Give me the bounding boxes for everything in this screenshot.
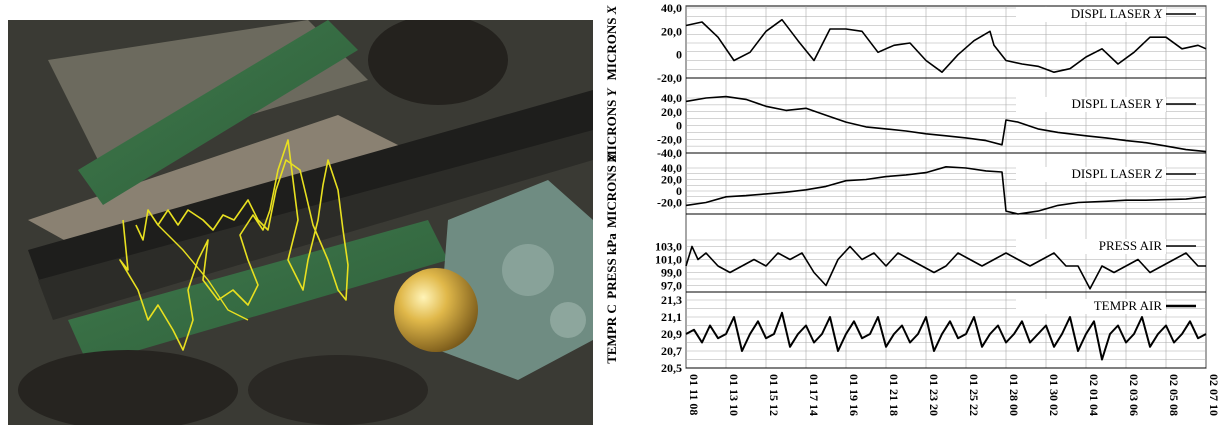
y-axis-label: MICRONS Y xyxy=(604,87,619,162)
dome-icon xyxy=(394,268,478,352)
series-line xyxy=(685,95,1207,153)
y-tick-label: 20,9 xyxy=(661,327,682,341)
y-tick-label: 20,5 xyxy=(661,361,682,375)
x-tick-label: 01 19 16 xyxy=(847,374,861,416)
green-roof-upper xyxy=(78,20,358,205)
y-tick-label: 20,0 xyxy=(661,24,682,38)
y-axis-label: MICRONS X xyxy=(604,5,619,80)
x-tick-label: 01 25 22 xyxy=(967,374,981,416)
x-tick-label: 02 07 10 xyxy=(1207,374,1220,416)
series-line xyxy=(685,311,1207,361)
legend-bg xyxy=(1016,7,1166,22)
legend-label: DISPL LASER X xyxy=(1071,6,1163,21)
y-tick-label: 20,0 xyxy=(661,173,682,187)
x-tick-label: 01 15 12 xyxy=(767,374,781,416)
panel-0: 40,0 20,0 0 -20,0 MICRONS X DISPL LASER X xyxy=(604,1,1207,85)
y-tick-label: -20,0 xyxy=(657,71,682,85)
legend-label: DISPL LASER Z xyxy=(1071,166,1162,181)
y-tick-label: 99,0 xyxy=(661,266,682,280)
series-line xyxy=(685,245,1206,290)
y-tick-label: 0 xyxy=(676,48,682,62)
y-tick-label: 40,0 xyxy=(661,161,682,175)
y-tick-label: 21,1 xyxy=(661,310,682,324)
y-tick-label: 20,0 xyxy=(661,105,682,119)
legend-label: PRESS AIR xyxy=(1099,238,1163,253)
x-tick-label: 01 28 00 xyxy=(1007,374,1021,416)
panel-1: 40,020,00-20,0-40,0 MICRONS Y DISPL LASER … xyxy=(604,87,1207,163)
aerial-photo xyxy=(8,20,593,425)
series-line xyxy=(685,166,1207,215)
y-axis-label: MICRONS Z xyxy=(604,154,619,228)
x-tick-label: 02 03 06 xyxy=(1127,374,1141,416)
y-tick-label: 0 xyxy=(676,184,682,198)
x-tick-label: 01 30 02 xyxy=(1047,374,1061,416)
chart-area: 01 11 08 01 13 10 01 15 12 01 17 14 01 19 16… xyxy=(604,1,1220,416)
legend-bg xyxy=(1016,299,1166,314)
x-tick-label: 01 23 20 xyxy=(927,374,941,416)
y-tick-label: 103,0 xyxy=(655,240,682,254)
y-axis-label: PRESS kPa xyxy=(604,233,619,299)
series-line xyxy=(685,18,1207,73)
legend-bg xyxy=(1016,97,1166,112)
x-tick-label: 01 11 08 xyxy=(687,374,701,415)
y-tick-label: 21,3 xyxy=(661,293,682,307)
y-tick-label: 40,0 xyxy=(661,1,682,15)
green-roof-lower xyxy=(68,220,448,365)
y-tick-label: -40,0 xyxy=(657,146,682,160)
trajectory-overlay xyxy=(119,139,349,351)
legend-label: TEMPR AIR xyxy=(1094,298,1163,313)
legend-bg xyxy=(1016,239,1166,254)
y-tick-label: 40,0 xyxy=(661,91,682,105)
y-tick-label: -20,0 xyxy=(657,196,682,210)
x-tick-label: 01 21 18 xyxy=(887,374,901,416)
y-axis-label: TEMPR C xyxy=(604,304,619,364)
y-tick-label: 0 xyxy=(676,119,682,133)
y-tick-label: 97,0 xyxy=(661,279,682,293)
x-tick-label: 01 17 14 xyxy=(807,374,821,416)
y-tick-label: 101,0 xyxy=(655,253,682,267)
x-tick-label: 02 01 04 xyxy=(1087,374,1101,416)
panel-4: 21,3 21,1 20,9 20,7 20,5 TEMPR C TEMPR AIR xyxy=(604,293,1207,375)
x-tick-label: 01 13 10 xyxy=(727,374,741,416)
legend-bg xyxy=(1016,167,1166,182)
panel-2: 40,020,00-20,0 MICRONS Z DISPL LASER Z xyxy=(604,154,1207,228)
y-tick-label: -20,0 xyxy=(657,132,682,146)
x-tick-label: 02 05 08 xyxy=(1167,374,1181,416)
y-tick-label: 20,7 xyxy=(661,344,682,358)
legend-label: DISPL LASER Y xyxy=(1071,96,1163,111)
